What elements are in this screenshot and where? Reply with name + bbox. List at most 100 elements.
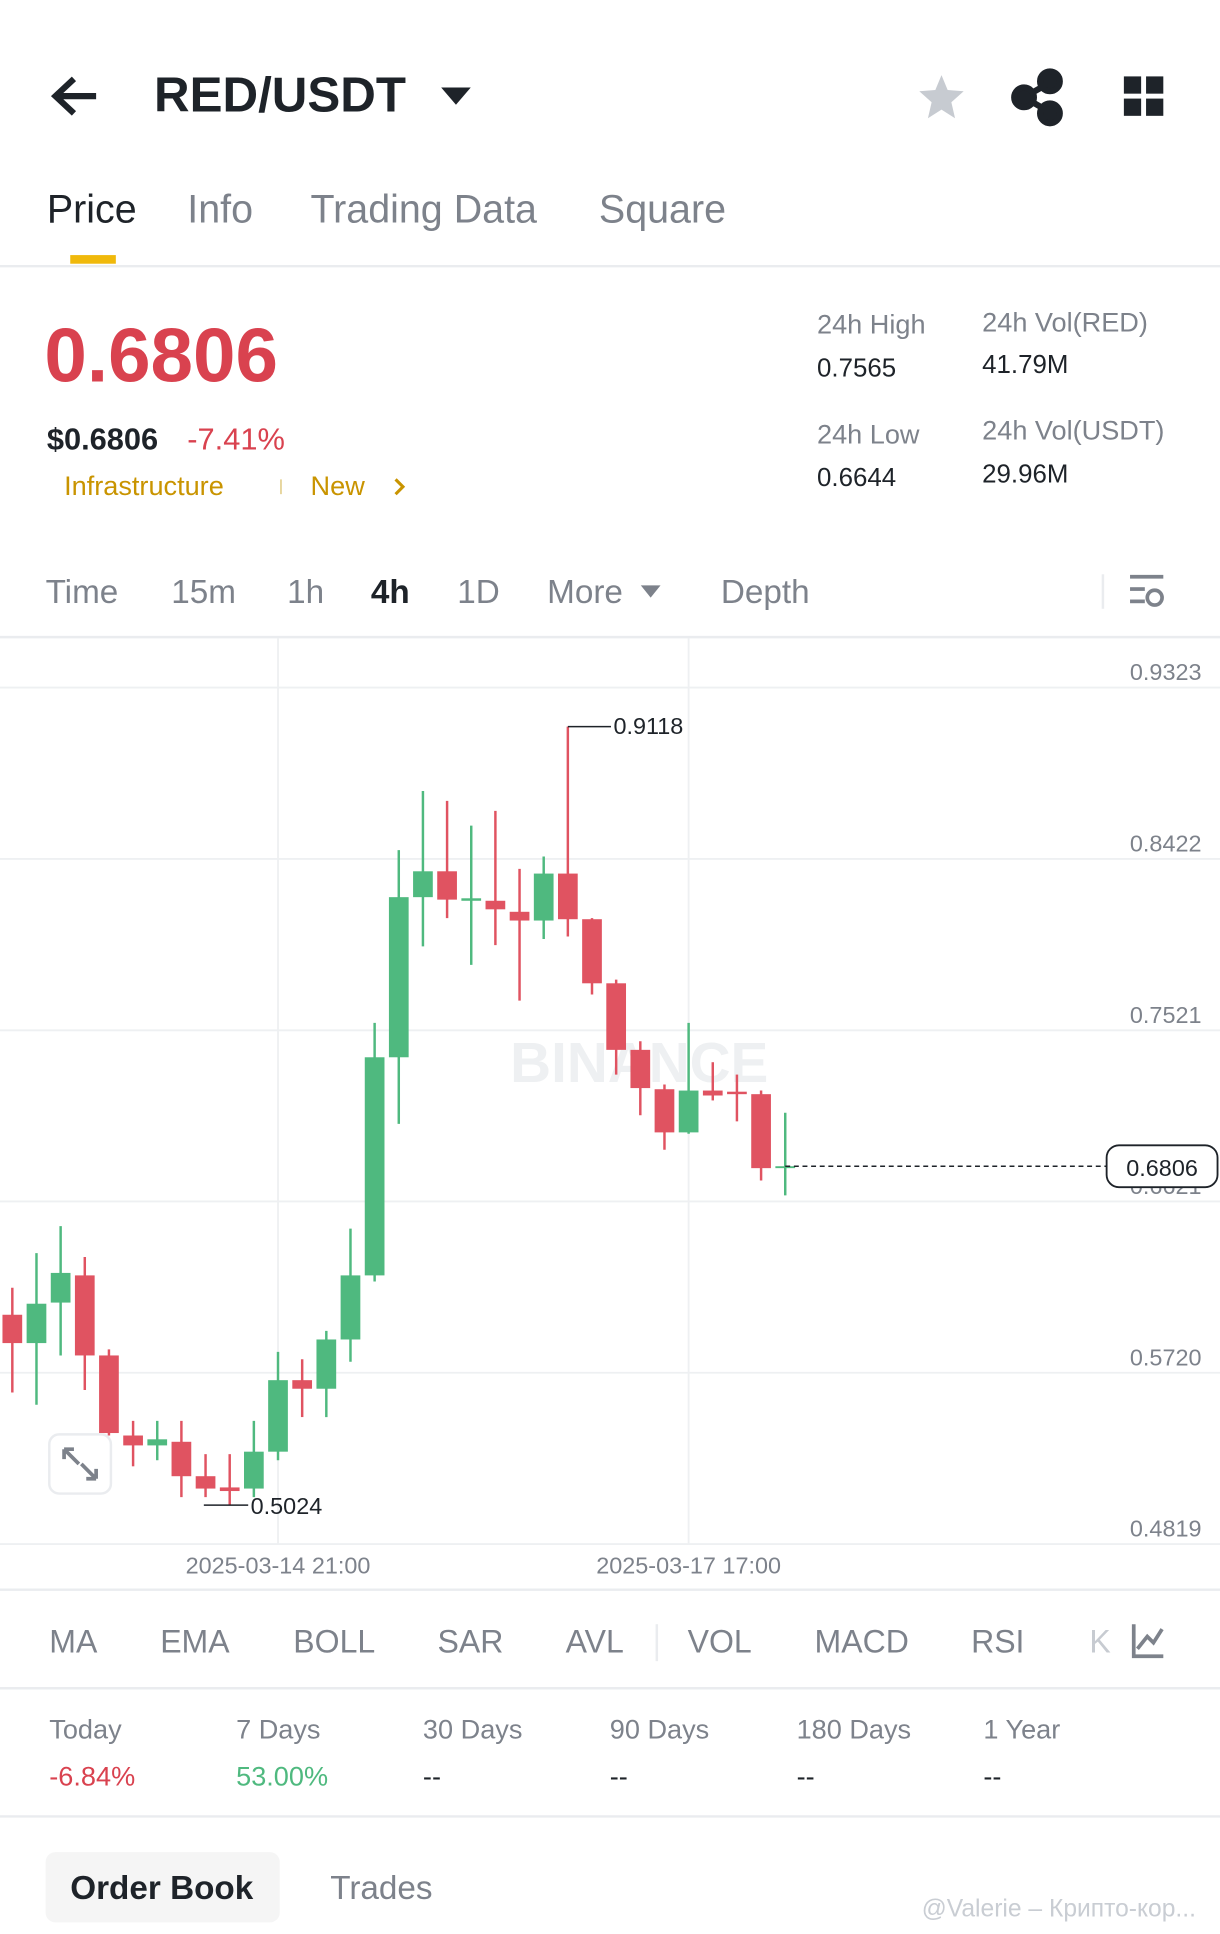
tag[interactable]: New bbox=[311, 470, 366, 501]
y-tick-label: 0.9323 bbox=[1130, 659, 1202, 685]
candle-body bbox=[219, 1487, 240, 1492]
interval[interactable]: Depth bbox=[721, 574, 810, 611]
indicator[interactable]: AVL bbox=[566, 1623, 624, 1659]
performance-label: 180 Days bbox=[797, 1714, 912, 1745]
grid-menu-icon[interactable] bbox=[1123, 76, 1164, 116]
pair-title[interactable]: RED/USDT bbox=[154, 68, 406, 123]
indicator[interactable]: EMA bbox=[160, 1623, 230, 1659]
indicator[interactable]: SAR bbox=[437, 1623, 503, 1659]
candle-body bbox=[533, 873, 554, 921]
indicator-settings-icon[interactable] bbox=[1131, 1624, 1164, 1659]
candle-body bbox=[606, 983, 627, 1050]
interval[interactable]: 1h bbox=[287, 574, 324, 611]
candle-body bbox=[74, 1275, 95, 1356]
y-tick-label: 0.7521 bbox=[1130, 1002, 1202, 1028]
candle-body bbox=[99, 1355, 119, 1434]
candle-body bbox=[316, 1339, 337, 1389]
stat-label: 24h Vol(RED) bbox=[982, 306, 1148, 337]
stat-value: 29.96M bbox=[982, 461, 1068, 489]
expand-button[interactable] bbox=[48, 1433, 113, 1495]
performance-value: -- bbox=[983, 1760, 1001, 1791]
candle-body bbox=[292, 1380, 313, 1389]
tab[interactable]: Trading Data bbox=[311, 187, 538, 231]
stat-label: 24h Vol(USDT) bbox=[982, 415, 1164, 446]
indicator[interactable]: BOLL bbox=[293, 1623, 375, 1659]
y-tick-label: 0.4819 bbox=[1130, 1516, 1202, 1542]
indicator[interactable]: K bbox=[1089, 1623, 1110, 1659]
interval[interactable]: Time bbox=[46, 574, 119, 611]
candle-body bbox=[485, 900, 506, 910]
performance-label: 1 Year bbox=[983, 1714, 1060, 1745]
candle-body bbox=[268, 1380, 288, 1452]
performance-row: Today -6.84% 7 Days 53.00% 30 Days -- 90 Days -… bbox=[49, 1714, 1060, 1792]
tag-chevron bbox=[394, 478, 406, 496]
tab[interactable]: Info bbox=[187, 187, 253, 231]
interval[interactable]: 1D bbox=[457, 574, 500, 611]
candle-body bbox=[413, 871, 433, 898]
tab-background bbox=[45, 1852, 280, 1923]
stat-value: 0.6644 bbox=[817, 464, 896, 492]
interval[interactable]: 4h bbox=[371, 574, 410, 611]
candle-body bbox=[727, 1091, 747, 1095]
candle-body bbox=[388, 897, 409, 1058]
indicator[interactable]: MACD bbox=[815, 1623, 909, 1659]
stat-label: 24h Low bbox=[817, 418, 920, 449]
performance-label: 7 Days bbox=[236, 1714, 320, 1745]
candle-body bbox=[582, 919, 602, 984]
candle-body bbox=[557, 873, 578, 920]
performance-label: 30 Days bbox=[423, 1714, 522, 1745]
candle-body bbox=[751, 1094, 771, 1169]
tab[interactable]: Price bbox=[47, 187, 137, 231]
tag[interactable]: Infrastructure bbox=[64, 470, 224, 501]
back-button[interactable] bbox=[50, 76, 97, 116]
candle-body bbox=[702, 1090, 723, 1096]
performance-value: 53.00% bbox=[236, 1760, 328, 1791]
candle-body bbox=[775, 1166, 796, 1169]
y-tick-label: 0.8422 bbox=[1130, 831, 1202, 857]
high-label: 0.9118 bbox=[613, 713, 683, 739]
candle-body bbox=[654, 1089, 675, 1133]
stat-value: 0.7565 bbox=[817, 355, 896, 383]
chart-settings-icon[interactable] bbox=[1130, 574, 1164, 607]
performance-value: -- bbox=[423, 1760, 441, 1791]
bottom-tab[interactable]: Order Book bbox=[70, 1870, 253, 1907]
tab-indicator bbox=[70, 255, 116, 264]
favorite-icon[interactable] bbox=[919, 75, 964, 119]
candle-body bbox=[123, 1435, 143, 1446]
bottom-tab[interactable]: Trades bbox=[330, 1870, 432, 1907]
last-price: 0.6806 bbox=[44, 313, 278, 398]
candle-body bbox=[678, 1090, 699, 1133]
last-price-label: 0.6806 bbox=[1126, 1155, 1198, 1181]
indicator[interactable]: VOL bbox=[688, 1623, 752, 1659]
last-price-badge bbox=[1105, 1144, 1219, 1189]
candle-body bbox=[437, 871, 457, 900]
pair-dropdown[interactable] bbox=[441, 87, 471, 105]
performance-value: -6.84% bbox=[49, 1760, 135, 1791]
stat-value: 41.79M bbox=[982, 351, 1068, 379]
candle-body bbox=[26, 1303, 47, 1344]
candle-body bbox=[2, 1314, 23, 1344]
more-dropdown bbox=[640, 585, 661, 598]
indicator[interactable]: MA bbox=[49, 1623, 98, 1659]
low-label: 0.5024 bbox=[251, 1493, 323, 1519]
candle-body bbox=[171, 1441, 192, 1477]
candle-body bbox=[147, 1439, 168, 1446]
candle-body bbox=[630, 1049, 651, 1089]
performance-label: Today bbox=[49, 1714, 122, 1745]
candle-body bbox=[509, 911, 530, 921]
interval[interactable]: More bbox=[547, 574, 623, 611]
candle-body bbox=[50, 1272, 71, 1303]
candle-body bbox=[244, 1451, 264, 1489]
candle-body bbox=[195, 1476, 216, 1489]
usd-price: $0.6806 bbox=[47, 421, 158, 456]
share-icon[interactable] bbox=[1011, 68, 1063, 127]
indicator[interactable]: RSI bbox=[971, 1623, 1024, 1659]
tab[interactable]: Square bbox=[599, 187, 726, 231]
interval[interactable]: 15m bbox=[171, 574, 236, 611]
performance-label: 90 Days bbox=[610, 1714, 709, 1745]
performance-value: -- bbox=[610, 1760, 628, 1791]
candle-body bbox=[340, 1275, 361, 1340]
